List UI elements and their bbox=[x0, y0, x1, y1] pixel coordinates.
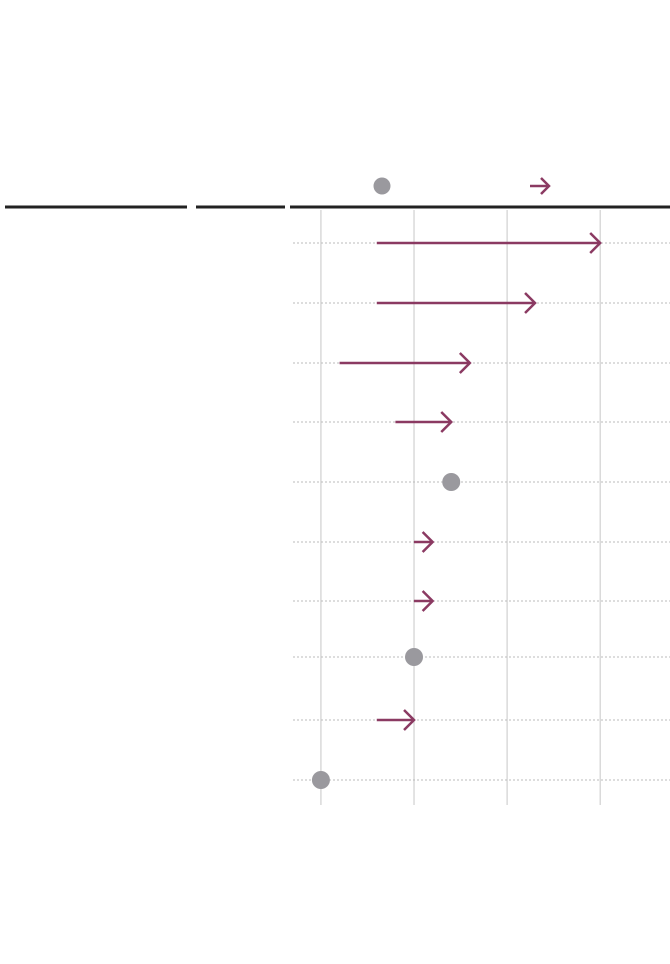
arrow bbox=[376, 232, 602, 254]
dot bbox=[405, 648, 424, 666]
arrow bbox=[376, 292, 537, 314]
arrow bbox=[376, 709, 416, 731]
arrow bbox=[339, 352, 472, 374]
legend-dot bbox=[373, 177, 391, 195]
legend-arrow bbox=[530, 177, 551, 195]
dot bbox=[311, 771, 330, 789]
arrow bbox=[414, 531, 435, 553]
arrow bbox=[414, 590, 435, 612]
dot bbox=[442, 473, 461, 491]
arrow bbox=[395, 411, 454, 433]
